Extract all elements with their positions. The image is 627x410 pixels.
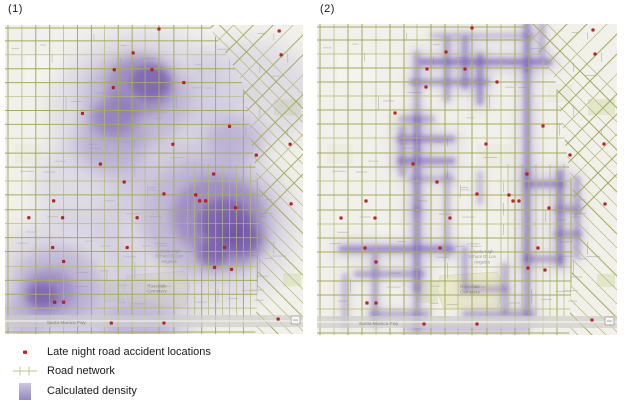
legend-item-road-network: Road network bbox=[8, 361, 308, 380]
svg-text:Cemetery: Cemetery bbox=[147, 289, 167, 294]
svg-text:Loyola High: Loyola High bbox=[157, 249, 181, 254]
svg-text:Santa Monica Fwy: Santa Monica Fwy bbox=[47, 320, 87, 326]
svg-text:Santa Monica Fwy: Santa Monica Fwy bbox=[359, 321, 399, 327]
legend-item-accidents: Late night road accident locations bbox=[8, 342, 308, 361]
road-network-icon bbox=[8, 365, 42, 377]
svg-text:Angeles: Angeles bbox=[161, 259, 178, 264]
svg-text:Cemetery: Cemetery bbox=[460, 290, 481, 295]
panel-2-label: (2) bbox=[320, 3, 335, 15]
legend-label-accidents: Late night road accident locations bbox=[47, 345, 211, 358]
accident-marker-icon bbox=[8, 346, 42, 358]
svg-text:Rosedale: Rosedale bbox=[147, 283, 167, 288]
svg-text:Rosedale: Rosedale bbox=[460, 284, 480, 289]
panel-1-label: (1) bbox=[8, 3, 23, 15]
svg-text:Loyola High: Loyola High bbox=[470, 249, 494, 254]
density-swatch-icon bbox=[8, 382, 42, 401]
legend-label-density: Calculated density bbox=[47, 385, 137, 397]
svg-text:School Of Los: School Of Los bbox=[155, 254, 183, 259]
map-attribution-icon bbox=[604, 316, 615, 326]
svg-text:Angeles: Angeles bbox=[474, 259, 491, 264]
map-attribution-icon bbox=[290, 315, 301, 325]
legend-label-road-network: Road network bbox=[47, 364, 115, 377]
legend: Late night road accident locations Road … bbox=[8, 342, 308, 402]
legend-item-density: Calculated density bbox=[8, 380, 308, 402]
svg-text:School Of Los: School Of Los bbox=[468, 254, 496, 259]
